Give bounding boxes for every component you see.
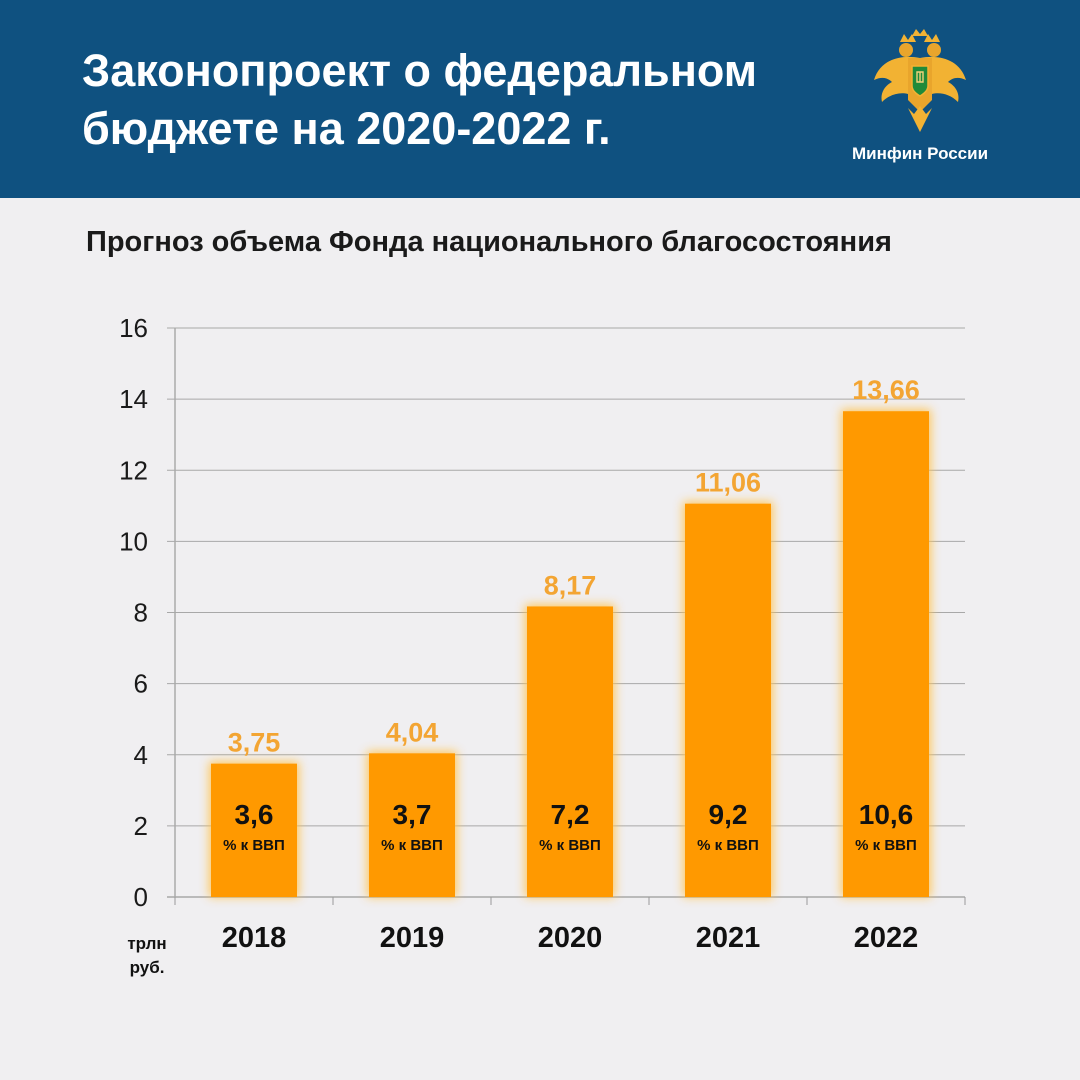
title-line-1: Законопроект о федеральном: [82, 45, 758, 96]
y-tick-label: 2: [134, 811, 148, 841]
gdp-share-label: 9,2: [709, 799, 748, 830]
bar: [211, 763, 297, 897]
page-title: Законопроект о федеральном бюджете на 20…: [82, 42, 757, 158]
gdp-share-sublabel: % к ВВП: [539, 837, 601, 854]
double-headed-eagle-icon: [874, 29, 966, 132]
y-tick-label: 10: [119, 526, 148, 556]
gdp-share-label: 3,7: [393, 799, 432, 830]
title-line-2: бюджете на 2020-2022 г.: [82, 103, 611, 154]
gdp-share-sublabel: % к ВВП: [697, 837, 759, 854]
bar: [843, 411, 929, 897]
y-tick-label: 12: [119, 455, 148, 485]
gdp-share-label: 3,6: [235, 799, 274, 830]
x-tick-label: 2021: [696, 922, 761, 954]
value-label: 4,04: [386, 717, 439, 747]
y-tick-label: 14: [119, 384, 148, 414]
value-label: 3,75: [228, 728, 281, 758]
x-tick-label: 2018: [222, 922, 287, 954]
value-label: 8,17: [544, 570, 597, 600]
value-label: 13,66: [852, 375, 920, 405]
y-tick-label: 6: [134, 669, 148, 699]
gdp-share-sublabel: % к ВВП: [381, 837, 443, 854]
chart-title: Прогноз объема Фонда национального благо…: [86, 226, 892, 258]
y-tick-label: 16: [119, 313, 148, 343]
gdp-share-sublabel: % к ВВП: [223, 837, 285, 854]
header-banner: Законопроект о федеральном бюджете на 20…: [0, 0, 1080, 198]
gdp-share-label: 7,2: [551, 799, 590, 830]
gdp-share-sublabel: % к ВВП: [855, 837, 917, 854]
unit-label-line-1: трлн: [127, 934, 167, 953]
x-tick-label: 2020: [538, 922, 603, 954]
bar: [369, 753, 455, 897]
y-tick-label: 4: [134, 740, 148, 770]
unit-label-line-2: руб.: [129, 958, 165, 977]
bar: [685, 503, 771, 897]
bar: [527, 606, 613, 897]
x-tick-label: 2019: [380, 922, 445, 954]
value-label: 11,06: [695, 468, 761, 498]
brand-label: Минфин России: [851, 144, 989, 163]
y-tick-label: 0: [134, 882, 148, 912]
unit-label: трлн руб.: [112, 932, 182, 980]
x-tick-label: 2022: [854, 922, 919, 954]
y-tick-label: 8: [134, 598, 148, 628]
gdp-share-label: 10,6: [859, 799, 914, 830]
